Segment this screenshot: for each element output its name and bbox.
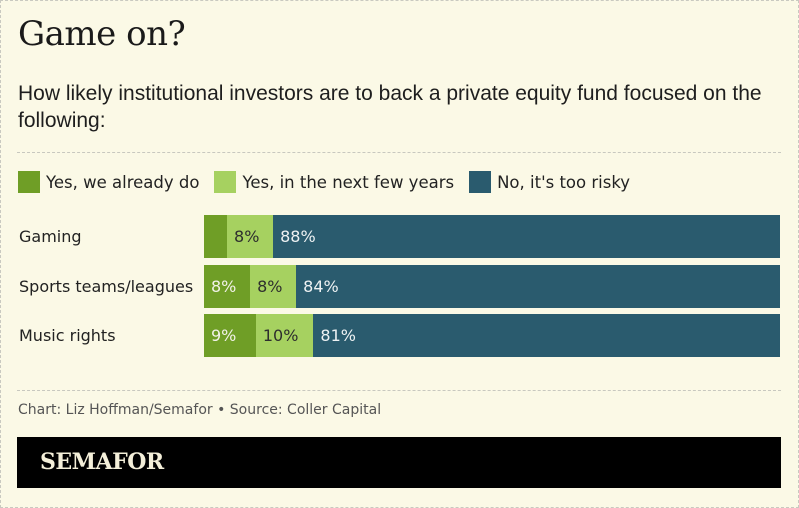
footer-bar: SEMAFOR xyxy=(17,437,781,488)
row-label: Gaming xyxy=(19,227,82,246)
bar-segment-already: 9% xyxy=(204,314,256,357)
row-label: Sports teams/leagues xyxy=(19,277,194,296)
chart-subtitle: How likely institutional investors are t… xyxy=(18,82,762,132)
bar-row-sports: Sports teams/leagues 8% 8% 84% xyxy=(0,265,799,308)
divider-top xyxy=(17,152,781,153)
bar-segment-next-years: 10% xyxy=(255,314,314,357)
bar-segment-already: 8% xyxy=(204,265,251,308)
bar-segment-next-years: 8% xyxy=(250,265,297,308)
legend-swatch-too-risky xyxy=(469,171,492,193)
bar-row-music: Music rights 9% 10% 81% xyxy=(0,314,799,357)
stacked-bar: 8% 8% 84% xyxy=(204,265,780,308)
chart-title: Game on? xyxy=(18,14,186,54)
legend: Yes, we already do Yes, in the next few … xyxy=(18,171,645,193)
semafor-logo: SEMAFOR xyxy=(40,449,164,475)
legend-item-next-years: Yes, in the next few years xyxy=(214,171,454,193)
legend-label: Yes, we already do xyxy=(46,172,200,192)
row-label: Music rights xyxy=(19,326,116,345)
legend-item-already: Yes, we already do xyxy=(18,171,199,193)
bar-row-gaming: Gaming 8% 88% xyxy=(0,215,799,258)
legend-label: Yes, in the next few years xyxy=(242,172,455,192)
stacked-bar: 9% 10% 81% xyxy=(204,314,780,357)
divider-bottom xyxy=(17,390,781,391)
bar-segment-next-years: 8% xyxy=(227,215,274,258)
legend-swatch-already xyxy=(18,171,40,193)
source-credit: Chart: Liz Hoffman/Semafor • Source: Col… xyxy=(18,402,382,418)
legend-swatch-next-years xyxy=(214,171,237,193)
bar-segment-too-risky: 81% xyxy=(313,314,780,357)
legend-label: No, it's too risky xyxy=(497,172,631,192)
bar-segment-too-risky: 84% xyxy=(296,265,780,308)
stacked-bar: 8% 88% xyxy=(204,215,780,258)
bar-segment-already xyxy=(204,215,228,258)
legend-item-too-risky: No, it's too risky xyxy=(469,171,630,193)
bar-segment-too-risky: 88% xyxy=(273,215,780,258)
